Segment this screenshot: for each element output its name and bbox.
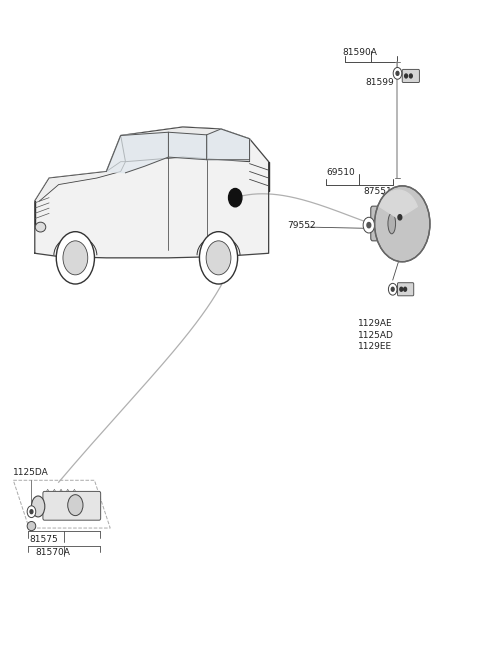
Ellipse shape <box>27 522 36 531</box>
Circle shape <box>398 215 402 220</box>
Circle shape <box>409 74 412 78</box>
FancyBboxPatch shape <box>43 491 101 520</box>
Circle shape <box>363 217 374 233</box>
Text: 1125DA: 1125DA <box>13 468 49 477</box>
FancyBboxPatch shape <box>371 206 394 241</box>
Polygon shape <box>107 132 168 173</box>
Text: 81575: 81575 <box>29 535 58 544</box>
FancyBboxPatch shape <box>397 283 414 296</box>
Circle shape <box>400 287 403 291</box>
Circle shape <box>56 232 95 284</box>
FancyBboxPatch shape <box>402 70 420 83</box>
Circle shape <box>391 287 394 291</box>
Ellipse shape <box>35 222 46 232</box>
Text: 1125AD: 1125AD <box>359 330 394 340</box>
Circle shape <box>388 283 397 295</box>
Circle shape <box>199 232 238 284</box>
Text: 81599: 81599 <box>365 78 394 87</box>
Circle shape <box>68 495 83 516</box>
Ellipse shape <box>32 496 45 517</box>
Ellipse shape <box>388 213 396 234</box>
Polygon shape <box>35 162 125 201</box>
Circle shape <box>206 241 231 275</box>
Circle shape <box>27 506 36 518</box>
Circle shape <box>63 241 88 275</box>
Text: 1129AE: 1129AE <box>359 319 393 328</box>
Circle shape <box>367 223 371 228</box>
Circle shape <box>374 186 430 261</box>
Text: 87551: 87551 <box>363 187 392 196</box>
Polygon shape <box>206 129 250 160</box>
Text: 69510: 69510 <box>326 168 355 177</box>
Circle shape <box>404 287 407 291</box>
Polygon shape <box>120 127 250 162</box>
Circle shape <box>228 189 242 207</box>
Text: 1129EE: 1129EE <box>359 342 393 351</box>
Polygon shape <box>35 127 269 258</box>
Text: 81590A: 81590A <box>343 48 377 57</box>
Wedge shape <box>380 190 417 219</box>
Circle shape <box>393 68 402 79</box>
Text: 81570A: 81570A <box>36 548 71 556</box>
Polygon shape <box>168 132 206 160</box>
Text: 79552: 79552 <box>287 221 315 230</box>
Circle shape <box>405 74 408 78</box>
Circle shape <box>396 72 399 76</box>
Circle shape <box>30 510 33 514</box>
